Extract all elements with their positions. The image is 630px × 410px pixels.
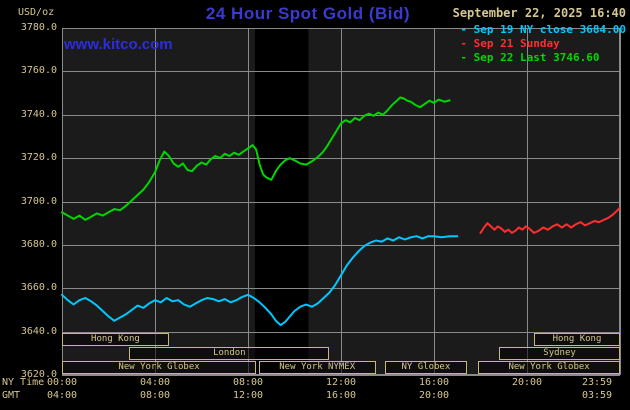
price-line-sep19 — [61, 235, 459, 327]
x-tick-ny-label: 08:00 — [232, 377, 264, 388]
session-ny-globex: NY Globex — [385, 361, 467, 374]
x-tick-gmt-label: 16:00 — [325, 390, 357, 401]
session-new-york-globex: New York Globex — [62, 361, 257, 374]
x-tick-ny-label: 12:00 — [325, 377, 357, 388]
y-tick-label: 3700.0 — [20, 195, 57, 207]
x-tick-ny-label: 20:00 — [511, 377, 543, 388]
session-sydney: Sydney — [499, 347, 620, 360]
chart-datetime: September 22, 2025 16:40 — [452, 6, 626, 20]
x-tick-ny-label: 04:00 — [139, 377, 171, 388]
legend: - Sep 19 NY close 3684.00- Sep 21 Sunday… — [460, 23, 626, 65]
page-title: 24 Hour Spot Gold (Bid) — [205, 4, 411, 23]
y-tick-label: 3680.0 — [20, 238, 57, 250]
x-tick-ny-label: 23:59 — [581, 377, 613, 388]
ny-time-axis-label: NY Time — [2, 377, 45, 388]
y-tick-label: 3620.0 — [20, 369, 57, 380]
y-tick-label: 3760.0 — [20, 65, 57, 77]
y-tick-label: 3640.0 — [20, 325, 57, 337]
session-hong-kong: Hong Kong — [62, 333, 169, 346]
legend-item: - Sep 21 Sunday — [460, 37, 560, 50]
session-new-york-nymex: New York NYMEX — [258, 361, 376, 374]
legend-item: - Sep 22 Last 3746.60 — [460, 51, 600, 64]
y-tick-label: 3660.0 — [20, 282, 57, 294]
price-line-sep22 — [61, 96, 451, 221]
y-tick-label: 3740.0 — [20, 108, 57, 120]
x-tick-ny-label: 00:00 — [46, 377, 78, 388]
x-tick-gmt-label: 04:00 — [46, 390, 78, 401]
x-tick-gmt-label: 03:59 — [581, 390, 613, 401]
y-tick-label: 3780.0 — [20, 22, 57, 33]
x-tick-gmt-label: 20:00 — [418, 390, 450, 401]
price-line-sep21 — [479, 207, 621, 234]
x-tick-gmt-label: 12:00 — [232, 390, 264, 401]
kitco-watermark-link[interactable]: www.kitco.com — [64, 36, 173, 53]
session-new-york-globex: New York Globex — [478, 361, 620, 374]
y-tick-label: 3720.0 — [20, 152, 57, 164]
x-tick-ny-label: 16:00 — [418, 377, 450, 388]
legend-item: - Sep 19 NY close 3684.00 — [460, 23, 626, 36]
session-london: London — [129, 347, 330, 360]
session-hong-kong: Hong Kong — [534, 333, 620, 346]
x-tick-gmt-label: 08:00 — [139, 390, 171, 401]
y-axis-unit-label: USD/oz — [18, 7, 55, 18]
gmt-axis-label: GMT — [2, 390, 21, 401]
